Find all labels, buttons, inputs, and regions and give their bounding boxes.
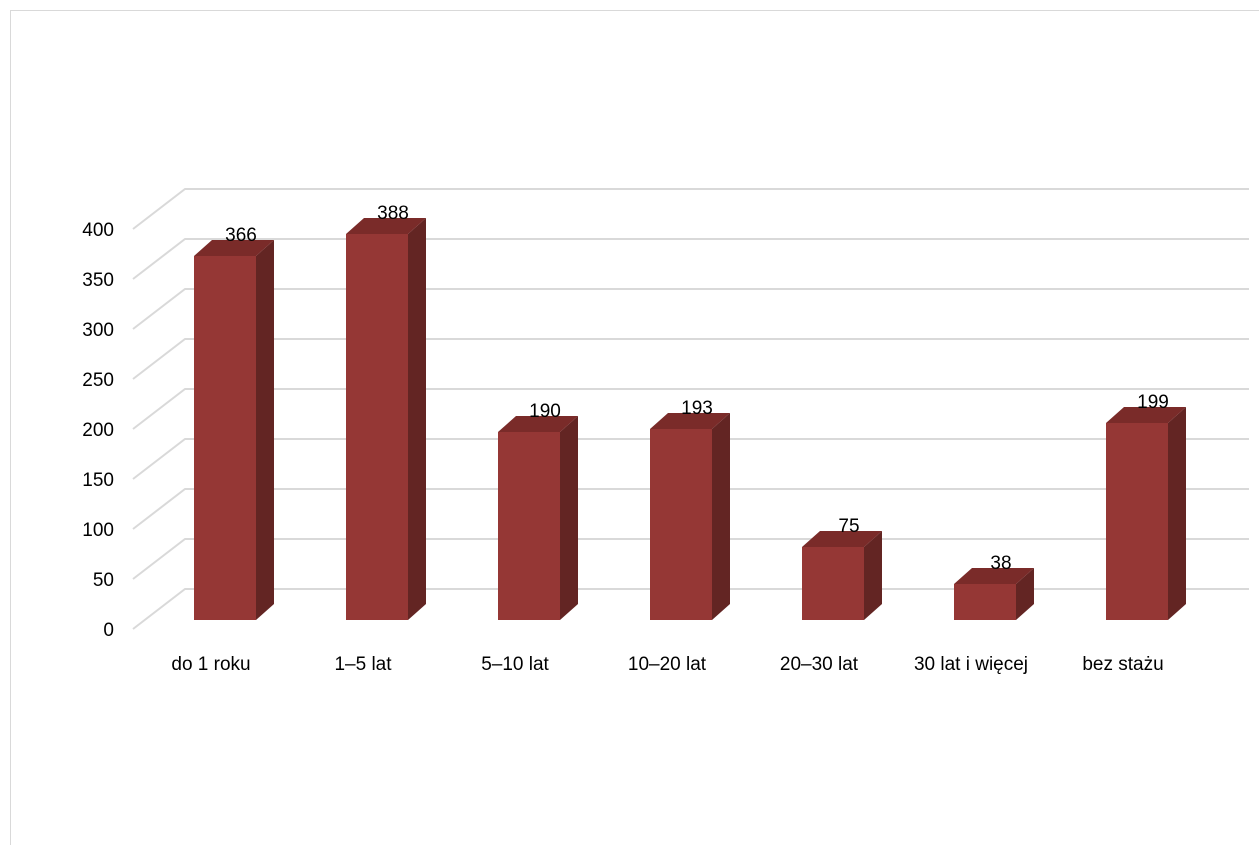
bar	[802, 531, 882, 620]
data-label: 75	[838, 516, 859, 537]
y-tick-label: 350	[82, 270, 114, 291]
bar-front-face	[498, 432, 560, 620]
gridline	[132, 588, 1249, 630]
bar	[1106, 407, 1186, 620]
data-label: 193	[681, 398, 713, 419]
bar-top-face	[1106, 407, 1186, 423]
bar-front-face	[194, 256, 256, 620]
bar-top-face	[650, 413, 730, 429]
bar-side-face	[712, 413, 730, 620]
category-label: 30 lat i więcej	[914, 654, 1028, 675]
bar-side-face	[864, 531, 882, 620]
bar	[194, 240, 274, 620]
bar-front-face	[346, 234, 408, 620]
gridline	[132, 338, 1249, 380]
bar-top-face	[346, 218, 426, 234]
data-label: 199	[1137, 392, 1169, 413]
y-tick-label: 250	[82, 370, 114, 391]
data-labels: 366 388 190 193 75 38 199	[225, 203, 1169, 574]
y-tick-label: 0	[103, 620, 114, 641]
bar-top-face	[954, 568, 1034, 584]
bars	[194, 218, 1186, 620]
category-label: 20–30 lat	[780, 654, 859, 675]
data-label: 366	[225, 225, 257, 246]
grid-layer	[132, 188, 1249, 630]
bar-top-face	[194, 240, 274, 256]
gridline	[132, 438, 1249, 480]
y-tick-label: 150	[82, 470, 114, 491]
bar	[650, 413, 730, 620]
chart-frame	[10, 10, 1259, 845]
gridline	[132, 288, 1249, 330]
bar-front-face	[1106, 423, 1168, 620]
bar-top-face	[802, 531, 882, 547]
gridline	[132, 188, 1249, 230]
bar-side-face	[1168, 407, 1186, 620]
data-label: 190	[529, 401, 561, 422]
gridline	[132, 538, 1249, 580]
y-axis-ticks: 0 50 100 150 200 250 300 350 400	[82, 220, 114, 641]
bar	[498, 416, 578, 620]
bar	[954, 568, 1034, 620]
bar-side-face	[1016, 568, 1034, 620]
y-tick-label: 300	[82, 320, 114, 341]
bar-front-face	[802, 547, 864, 620]
bar-front-face	[954, 584, 1016, 620]
bar	[346, 218, 426, 620]
y-tick-label: 200	[82, 420, 114, 441]
category-label: bez stażu	[1082, 654, 1163, 675]
data-label: 388	[377, 203, 409, 224]
category-label: do 1 roku	[171, 654, 250, 675]
data-label: 38	[990, 553, 1011, 574]
gridline	[132, 238, 1249, 280]
bar-front-face	[650, 429, 712, 620]
y-tick-label: 400	[82, 220, 114, 241]
y-tick-label: 50	[93, 570, 114, 591]
category-label: 10–20 lat	[628, 654, 707, 675]
bar-side-face	[408, 218, 426, 620]
y-tick-label: 100	[82, 520, 114, 541]
gridline	[132, 388, 1249, 430]
gridline	[132, 488, 1249, 530]
category-label: 1–5 lat	[334, 654, 392, 675]
bar-side-face	[256, 240, 274, 620]
x-axis-categories: do 1 roku 1–5 lat 5–10 lat 10–20 lat 20–30 l…	[171, 654, 1163, 675]
bar-side-face	[560, 416, 578, 620]
bar-top-face	[498, 416, 578, 432]
category-label: 5–10 lat	[481, 654, 549, 675]
